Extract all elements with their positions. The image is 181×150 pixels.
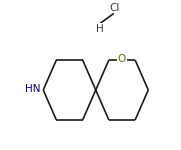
Text: H: H <box>96 24 103 34</box>
Text: O: O <box>118 54 126 64</box>
Text: HN: HN <box>25 84 40 94</box>
Text: Cl: Cl <box>109 3 120 13</box>
